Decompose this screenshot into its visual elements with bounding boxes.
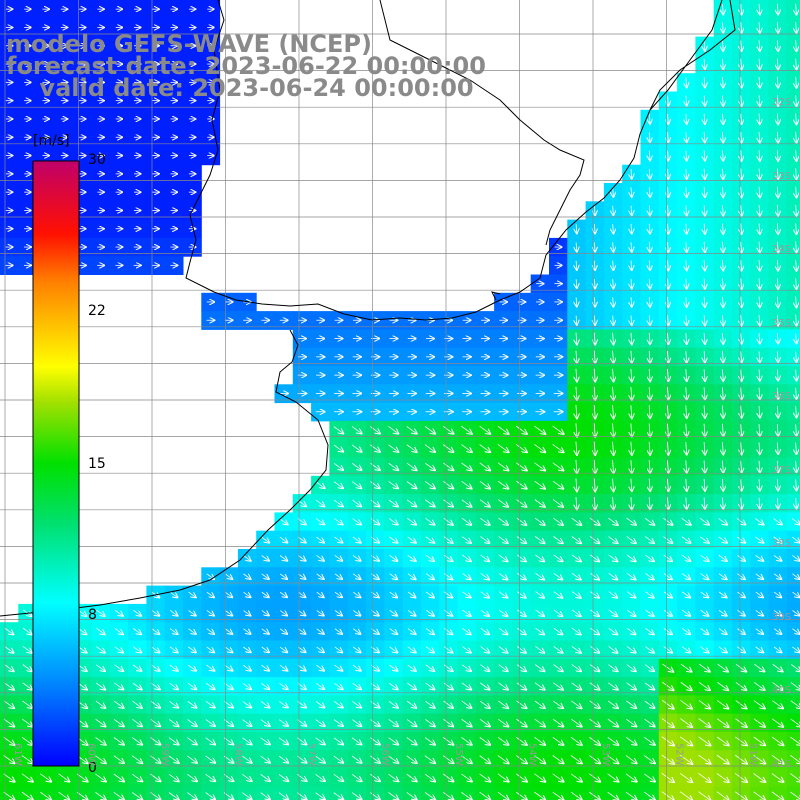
field-cell — [713, 786, 733, 800]
field-cell — [786, 549, 800, 568]
longitude-label: 58W — [232, 743, 244, 766]
field-cell — [109, 786, 129, 800]
field-cell — [183, 786, 202, 800]
field-cell — [786, 585, 800, 605]
field-cell — [768, 786, 788, 800]
field-cell — [603, 786, 623, 800]
field-cell — [402, 786, 422, 800]
latitude-label: 41S — [772, 758, 792, 770]
field-cell — [786, 402, 800, 422]
field-cell — [475, 786, 495, 800]
latitude-label: 37S — [772, 464, 792, 476]
longitude-label: 54W — [526, 743, 538, 766]
longitude-label: 57W — [306, 743, 317, 766]
field-cell — [420, 786, 440, 800]
field-cell — [786, 183, 800, 202]
field-cell — [347, 786, 367, 800]
field-cell — [750, 786, 770, 800]
field-cell — [786, 36, 800, 56]
field-cell — [36, 786, 56, 800]
field-cell — [457, 786, 477, 800]
field-cell — [530, 786, 550, 800]
longitude-label: 51W — [747, 743, 758, 766]
field-cell — [658, 786, 678, 800]
colorbar — [32, 160, 80, 767]
field-cell — [786, 109, 800, 129]
field-cell — [786, 366, 800, 385]
field-cell — [494, 786, 513, 800]
field-cell — [73, 786, 92, 800]
field-cell — [567, 786, 587, 800]
field-cell — [585, 786, 605, 800]
field-cell — [329, 786, 349, 800]
field-cell — [640, 786, 660, 800]
colorbar-unit-label: [m/s] — [33, 133, 70, 149]
latitude-label: 40S — [772, 685, 792, 696]
field-cell — [0, 786, 19, 800]
longitude-label: 56W — [379, 743, 391, 766]
field-cell — [292, 786, 312, 800]
field-cell — [384, 786, 404, 800]
field-cell — [512, 786, 532, 800]
colorbar-tick-15: 15 — [88, 456, 106, 472]
field-cell — [786, 786, 800, 800]
colorbar-tick-30: 30 — [88, 152, 106, 168]
field-cell — [786, 292, 800, 312]
field-cell — [91, 786, 111, 800]
field-cell — [786, 0, 800, 19]
longitude-label: 52W — [673, 743, 685, 766]
field-cell — [54, 786, 74, 800]
longitude-label: 59W — [159, 743, 170, 766]
field-cell — [732, 786, 751, 800]
field-cell — [164, 786, 184, 800]
title-valid-date: valid date: 2023-06-24 00:00:00 — [6, 74, 474, 102]
field-cell — [18, 786, 38, 800]
field-cell — [128, 786, 147, 800]
field-cell — [786, 146, 800, 166]
field-cell — [274, 786, 294, 800]
field-cell — [786, 768, 800, 788]
field-cell — [786, 256, 800, 275]
field-cell — [786, 439, 800, 458]
field-cell — [786, 512, 800, 532]
longitude-label: 60W — [85, 743, 97, 766]
field-cell — [786, 475, 800, 495]
field-cell — [219, 786, 239, 800]
latitude-label: 33S — [772, 170, 792, 182]
colorbar-gradient — [32, 160, 80, 767]
field-cell — [256, 786, 275, 800]
longitude-label: 55W — [453, 743, 464, 766]
field-cell — [201, 786, 221, 800]
field-cell — [786, 73, 800, 92]
field-cell — [439, 786, 458, 800]
latitude-label: 34S — [772, 244, 792, 255]
field-cell — [237, 786, 257, 800]
field-cell — [786, 219, 800, 239]
field-cell — [311, 786, 330, 800]
field-cell — [786, 732, 800, 751]
field-cell — [366, 786, 385, 800]
longitude-label: 53W — [600, 743, 611, 766]
field-cell — [677, 786, 696, 800]
latitude-label: 39S — [772, 611, 792, 623]
field-cell — [786, 658, 800, 678]
field-cell — [695, 786, 715, 800]
field-cell — [549, 786, 568, 800]
field-cell — [786, 567, 800, 587]
longitude-label: 61W — [12, 743, 23, 766]
latitude-label: 38S — [772, 538, 792, 549]
field-cell — [146, 786, 166, 800]
colorbar-tick-22: 22 — [88, 303, 106, 319]
field-cell — [786, 329, 800, 349]
field-cell — [786, 695, 800, 715]
field-cell — [786, 530, 800, 550]
latitude-label: 32S — [772, 97, 792, 108]
colorbar-tick-8: 8 — [88, 607, 97, 623]
field-cell — [622, 786, 641, 800]
field-cell — [786, 622, 800, 641]
latitude-label: 35S — [772, 317, 792, 329]
latitude-label: 36S — [772, 391, 792, 402]
